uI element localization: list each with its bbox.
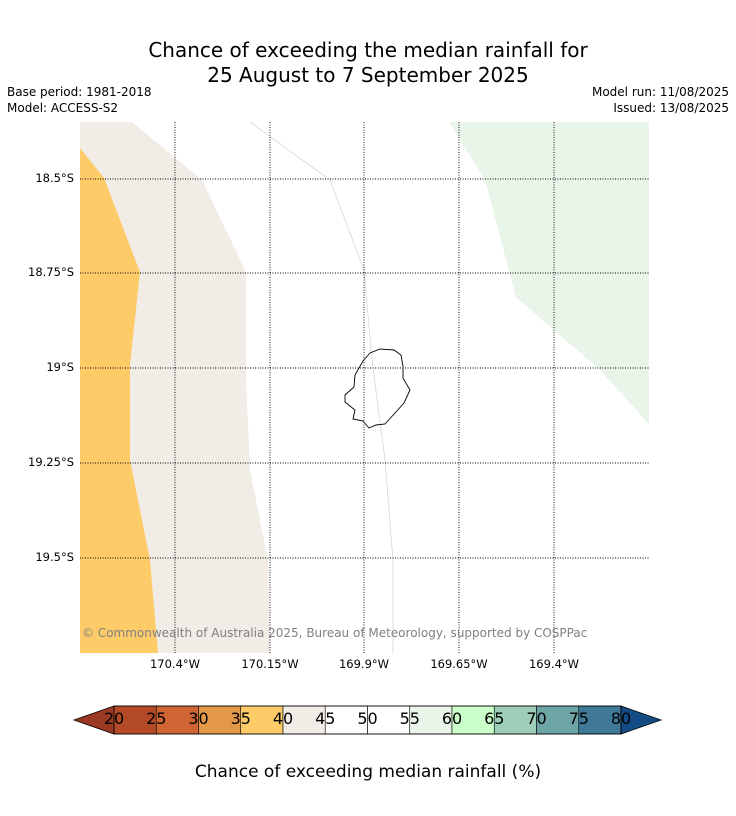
colorbar-cell [367,705,411,735]
colorbar-title: Chance of exceeding median rainfall (%) [194,762,542,782]
colorbar-tick-label: 20 [103,709,125,728]
colorbar-tick-label: 25 [146,709,167,728]
island-outline [344,348,411,429]
issued-text: Issued: 13/08/2025 [613,101,729,115]
colorbar-tick-label: 75 [568,709,589,728]
colorbar-tick-label: 65 [484,709,505,728]
copyright-text: © Commonwealth of Australia 2025, Bureau… [82,626,588,640]
colorbar-tick-label: 60 [441,709,463,728]
colorbar-tick-label: 80 [610,709,632,728]
colorbar-cell [324,705,368,735]
map-panel [80,122,649,653]
meta-right: Model run: 11/08/2025 Issued: 13/08/2025 [592,84,729,116]
colorbar [72,705,663,735]
lon-tick-label: 170.15°W [241,657,299,671]
lat-tick-label: 19.5°S [35,550,74,564]
lat-tick-label: 18.5°S [35,171,74,185]
map-title: Chance of exceeding the median rainfall … [0,38,736,88]
lon-tick-label: 170.4°W [149,657,201,671]
lon-tick-label: 169.4°W [528,657,580,671]
gridlines [80,122,649,653]
lon-tick-label: 169.9°W [338,657,390,671]
map-title-line1: Chance of exceeding the median rainfall … [148,38,588,62]
colorbar-tick-label: 45 [315,709,336,728]
colorbar-cell [578,705,622,735]
lat-tick-label: 18.75°S [28,265,74,279]
region-35-40 [80,148,158,653]
lon-tick-label: 169.65°W [430,657,488,671]
colorbar-tick-label: 30 [188,709,209,728]
lat-tick-label: 19.25°S [28,455,74,469]
lat-tick-label: 19°S [46,360,74,374]
colorbar-cell [198,705,242,735]
model-run-text: Model run: 11/08/2025 [591,85,729,99]
model-text: Model: ACCESS-S2 [7,101,119,115]
colorbar-tick-label: 55 [399,709,420,728]
meta-left: Base period: 1981-2018 Model: ACCESS-S2 [7,84,152,116]
colorbar-tick-label: 35 [230,709,251,728]
colorbar-frame [113,705,622,735]
colorbar-tick-label: 50 [357,709,378,728]
region-55-60 [449,122,649,424]
base-period-text: Base period: 1981-2018 [7,85,152,99]
colorbar-tick-label: 70 [526,709,547,728]
colorbar-cell [409,705,453,735]
contour-line [249,122,394,653]
colorbar-cells [113,705,622,735]
map-title-line2: 25 August to 7 September 2025 [207,63,529,87]
colorbar-tick-label: 40 [272,709,294,728]
